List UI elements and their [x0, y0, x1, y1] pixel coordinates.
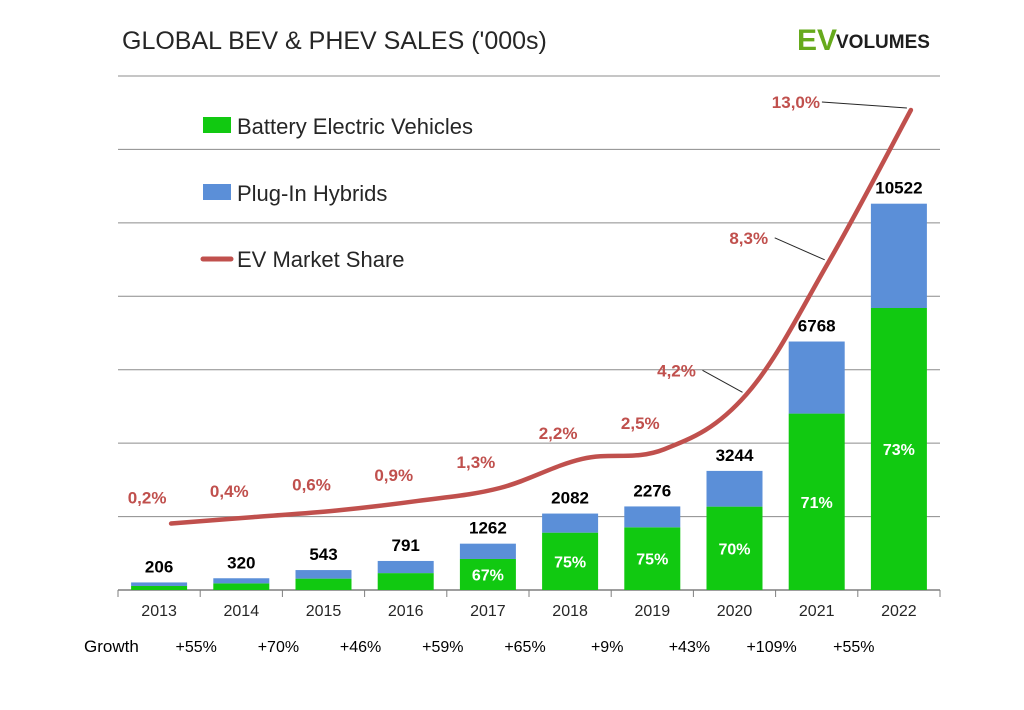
- market-share-label: 0,6%: [292, 476, 331, 495]
- x-tick-label: 2015: [306, 603, 342, 620]
- bar-phev: [870, 203, 927, 308]
- market-share-series: 0,2% 0,4% 0,6% 0,9% 1,3% 2,2% 2,5% 4,2% 8,3% 13,0…: [128, 93, 914, 526]
- market-share-leader-line: [821, 101, 907, 109]
- logo: EV VOLUMES: [797, 24, 930, 57]
- bar-bev: [542, 532, 599, 590]
- logo-volumes: VOLUMES: [836, 32, 930, 53]
- bar-total-label: 543: [309, 545, 337, 564]
- bar-bev: [131, 585, 188, 590]
- x-tick-label: 2016: [388, 603, 424, 620]
- bar-bev: [213, 583, 270, 590]
- bar-bev-share-label: 73%: [883, 442, 915, 459]
- bar-total-label: 3244: [716, 446, 754, 465]
- growth-value: +55%: [833, 639, 874, 656]
- x-axis: [117, 589, 941, 597]
- bar-bev: [459, 558, 516, 590]
- x-tick-labels: 2013 2014 2015 2016 2017 2018 2019 2020 2021 2022: [141, 603, 916, 620]
- bar-bev-share-label: 75%: [554, 554, 586, 571]
- bar-bev-share-label: 71%: [801, 495, 833, 512]
- market-share-label: 2,2%: [539, 424, 578, 443]
- bars: 206 320 543 791 1262 67% 2082 75% 2276 75% 3244 70%…: [131, 179, 927, 590]
- bar-phev: [624, 506, 681, 528]
- growth-row: Growth +55% +70% +46% +59% +65% +9% +43% +109% +…: [84, 637, 874, 656]
- bar-phev: [377, 560, 434, 574]
- growth-value: +109%: [746, 639, 796, 656]
- bar-phev: [295, 570, 352, 579]
- growth-value: +59%: [422, 639, 463, 656]
- legend-label-phev: Plug-In Hybrids: [237, 181, 387, 206]
- market-share-label: 0,9%: [374, 466, 413, 485]
- bar-bev: [870, 307, 927, 590]
- bar-total-label: 320: [227, 553, 255, 572]
- bar-total-label: 1262: [469, 519, 507, 538]
- market-share-label: 1,3%: [457, 453, 496, 472]
- bar-total-label: 791: [392, 536, 420, 555]
- market-share-label: 0,4%: [210, 482, 249, 501]
- bar-bev-share-label: 67%: [472, 567, 504, 584]
- bar-bev: [377, 573, 434, 590]
- x-tick-label: 2021: [799, 603, 835, 620]
- legend: Battery Electric Vehicles Plug-In Hybrid…: [200, 114, 473, 272]
- bar-phev: [131, 582, 188, 586]
- x-tick-label: 2014: [224, 603, 260, 620]
- bar-bev-share-label: 70%: [718, 541, 750, 558]
- bar-phev: [788, 341, 845, 414]
- gridlines: [118, 75, 940, 518]
- bar-total-label: 10522: [875, 179, 922, 198]
- x-tick-label: 2018: [552, 603, 588, 620]
- growth-value: +9%: [591, 639, 623, 656]
- bar-bev: [788, 413, 845, 590]
- bar-total-label: 2276: [633, 481, 671, 500]
- x-tick-label: 2019: [635, 603, 671, 620]
- bar-phev: [706, 470, 763, 507]
- growth-label: Growth: [84, 637, 139, 656]
- market-share-label: 4,2%: [657, 361, 696, 380]
- growth-value: +46%: [340, 639, 381, 656]
- market-share-leader-line: [774, 237, 825, 261]
- bar-total-label: 206: [145, 557, 173, 576]
- bar-phev: [213, 578, 270, 584]
- legend-label-share: EV Market Share: [237, 247, 405, 272]
- bar-bev: [624, 527, 681, 590]
- bar-phev: [459, 543, 516, 559]
- bar-bev: [706, 506, 763, 590]
- logo-ev: EV: [797, 24, 837, 57]
- x-tick-label: 2020: [717, 603, 753, 620]
- market-share-leader-line: [702, 369, 743, 393]
- chart-title: GLOBAL BEV & PHEV SALES ('000s): [122, 27, 547, 55]
- bar-bev: [295, 578, 352, 590]
- bar-phev: [542, 513, 599, 533]
- market-share-label: 8,3%: [729, 229, 768, 248]
- growth-value: +55%: [176, 639, 217, 656]
- legend-label-bev: Battery Electric Vehicles: [237, 114, 473, 139]
- legend-swatch-bev: [203, 117, 231, 133]
- legend-swatch-phev: [203, 184, 231, 200]
- growth-value: +43%: [669, 639, 710, 656]
- bar-bev-share-label: 75%: [636, 552, 668, 569]
- market-share-label: 0,2%: [128, 489, 167, 508]
- market-share-label: 13,0%: [772, 93, 820, 112]
- bar-total-label: 6768: [798, 317, 836, 336]
- x-tick-label: 2017: [470, 603, 506, 620]
- x-tick-label: 2022: [881, 603, 917, 620]
- market-share-label: 2,5%: [621, 414, 660, 433]
- x-tick-label: 2013: [141, 603, 177, 620]
- market-share-line: [168, 107, 914, 526]
- bar-total-label: 2082: [551, 489, 589, 508]
- growth-value: +65%: [504, 639, 545, 656]
- growth-value: +70%: [258, 639, 299, 656]
